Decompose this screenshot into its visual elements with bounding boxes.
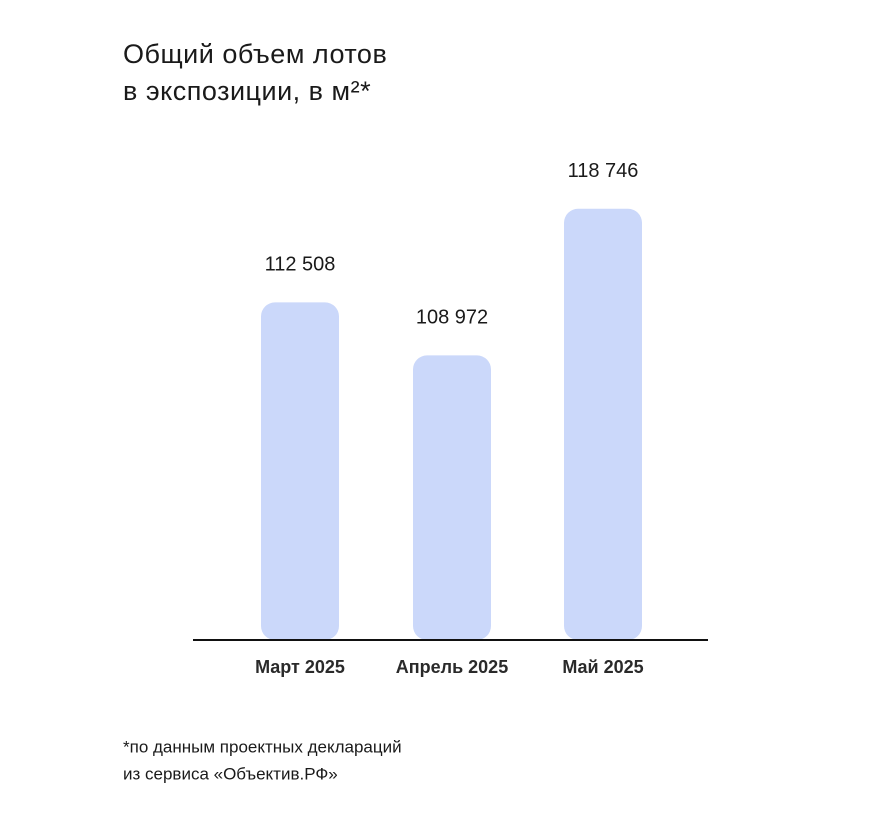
chart-title: в экспозиции, в м²* (123, 76, 371, 106)
footnote: *по данным проектных деклараций (123, 737, 402, 756)
bar (413, 355, 491, 640)
bar (564, 208, 642, 640)
x-tick-label: Март 2025 (255, 657, 345, 677)
x-tick-label: Апрель 2025 (396, 657, 508, 677)
bar (261, 302, 339, 640)
value-label: 112 508 (265, 254, 336, 276)
chart-title: Общий объем лотов (123, 39, 387, 69)
value-label: 108 972 (416, 307, 488, 329)
x-tick-label: Май 2025 (562, 657, 643, 677)
footnote: из сервиса «Объектив.РФ» (123, 764, 338, 783)
value-label: 118 746 (568, 160, 639, 182)
